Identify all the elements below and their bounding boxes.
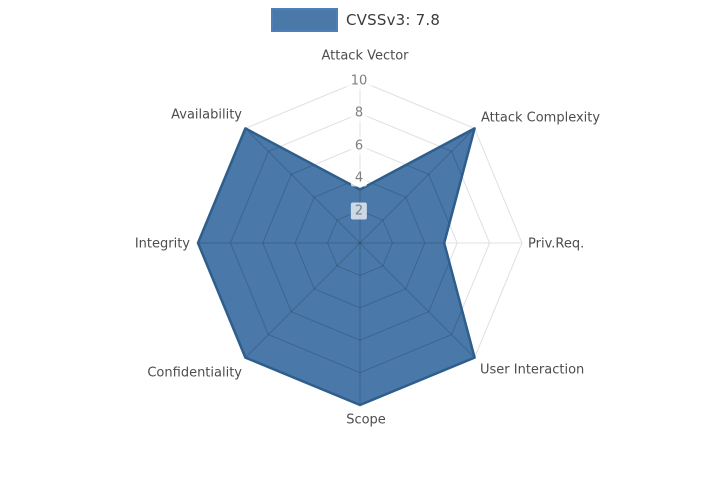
- radial-tick-4: 4: [350, 169, 368, 187]
- radial-tick-10: 10: [346, 72, 372, 90]
- radial-tick-8: 8: [350, 104, 368, 122]
- radar-grid-spoke: [245, 128, 361, 244]
- radar-grid-ring: [327, 210, 393, 276]
- radar-grid-ring: [262, 145, 458, 341]
- axis-label-confidentiality: Confidentiality: [147, 365, 242, 381]
- axis-label-scope: Scope: [346, 412, 386, 428]
- radial-tick-6: 6: [350, 137, 368, 155]
- legend-swatch: [271, 8, 338, 32]
- axis-label-availability: Availability: [171, 107, 242, 123]
- radar-grid-spoke: [359, 128, 475, 244]
- axis-label-priv-req: Priv.Req.: [528, 236, 585, 252]
- radar-outline: [196, 127, 476, 407]
- radar-grid-spoke: [359, 242, 475, 358]
- axis-label-integrity: Integrity: [134, 236, 190, 252]
- radar-fill-polygon: [198, 128, 475, 405]
- radar-grid-spoke: [245, 242, 361, 358]
- axis-label-attack-complexity: Attack Complexity: [481, 110, 601, 126]
- legend-label: CVSSv3: 7.8: [346, 11, 441, 29]
- radar-grid-ring: [294, 177, 426, 309]
- axis-label-user-interaction: User Interaction: [480, 362, 585, 378]
- axis-label-attack-vector: Attack Vector: [321, 48, 409, 64]
- legend: CVSSv3: 7.8: [271, 8, 440, 32]
- radial-tick-2: 2: [350, 202, 368, 220]
